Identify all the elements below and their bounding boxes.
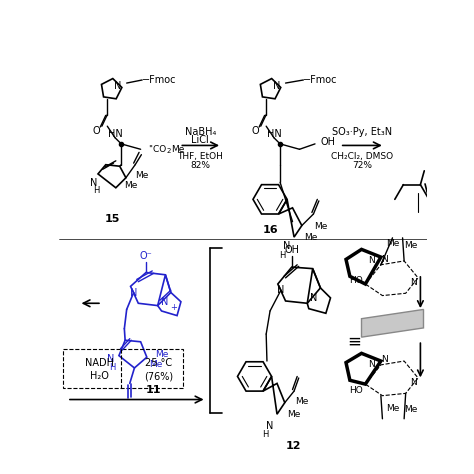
Text: N: N (382, 355, 388, 364)
Text: THF, EtOH: THF, EtOH (177, 153, 223, 162)
Text: ≡: ≡ (347, 333, 361, 351)
Text: LiCl: LiCl (191, 135, 209, 145)
Text: +: + (170, 303, 177, 312)
Text: 11: 11 (146, 385, 162, 395)
Text: N: N (108, 355, 115, 365)
Text: N: N (410, 278, 417, 287)
Text: 72%: 72% (352, 161, 372, 170)
Text: Me: Me (171, 145, 184, 154)
Text: SO₃·Py, Et₃N: SO₃·Py, Et₃N (332, 127, 392, 137)
Text: OH: OH (320, 137, 336, 146)
Text: N: N (310, 293, 317, 303)
Text: N: N (114, 81, 121, 91)
Text: CH₂Cl₂, DMSO: CH₂Cl₂, DMSO (331, 153, 393, 162)
Text: HO: HO (349, 386, 363, 395)
Text: H₂O: H₂O (90, 372, 109, 382)
Text: (76%): (76%) (144, 372, 173, 382)
Text: O⁻: O⁻ (140, 251, 153, 261)
Text: H: H (93, 186, 100, 195)
Polygon shape (362, 310, 423, 337)
Text: HO: HO (349, 276, 363, 285)
Text: Me: Me (404, 405, 417, 414)
Text: NaBH₄: NaBH₄ (184, 127, 216, 137)
Text: ''CO: ''CO (148, 145, 167, 154)
Text: NADH: NADH (85, 357, 114, 367)
Text: OH: OH (284, 245, 299, 255)
Text: N: N (368, 360, 375, 369)
Text: H: H (262, 430, 269, 439)
Text: Me: Me (404, 241, 417, 250)
Text: 12: 12 (285, 441, 301, 451)
Bar (63, 349, 183, 388)
Text: O: O (252, 126, 259, 136)
Text: Me: Me (287, 410, 301, 419)
Text: −Fmoc: −Fmoc (142, 75, 177, 85)
Text: Me: Me (295, 397, 309, 406)
Text: N: N (90, 178, 97, 188)
Text: Me: Me (124, 181, 137, 190)
Text: 82%: 82% (190, 161, 210, 170)
Text: Me: Me (386, 239, 399, 248)
Text: HN: HN (266, 129, 281, 139)
Text: Me: Me (386, 404, 399, 413)
Text: N: N (130, 288, 137, 298)
Text: HN: HN (108, 129, 122, 139)
Text: 25 °C: 25 °C (145, 357, 172, 367)
Text: 2: 2 (166, 148, 171, 154)
Text: H: H (109, 363, 116, 372)
Text: N: N (273, 81, 280, 91)
Text: N: N (368, 256, 375, 265)
Text: N: N (265, 421, 273, 431)
Text: Me: Me (149, 360, 163, 369)
Text: Me: Me (135, 171, 148, 180)
Text: N: N (382, 255, 388, 264)
Text: N: N (277, 285, 284, 295)
Text: Me: Me (155, 350, 168, 359)
Text: Me: Me (314, 222, 327, 231)
Text: N: N (161, 297, 168, 307)
Text: H: H (279, 251, 286, 260)
Text: 15: 15 (104, 214, 119, 224)
Text: 16: 16 (262, 225, 278, 235)
Text: N: N (410, 378, 417, 387)
Text: −Fmoc: −Fmoc (303, 75, 338, 85)
Text: N: N (283, 241, 290, 251)
Text: Me: Me (304, 233, 318, 242)
Text: O: O (92, 126, 100, 136)
